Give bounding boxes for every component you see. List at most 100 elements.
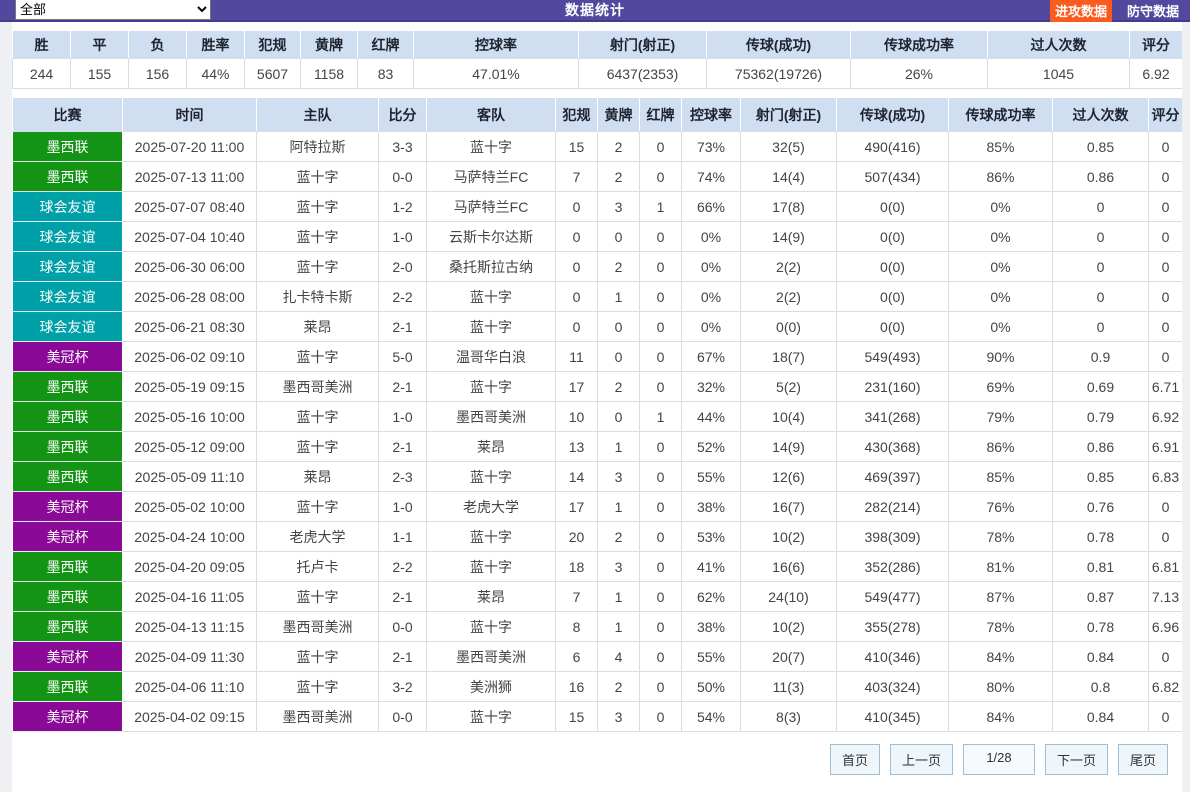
matches-header-row: 比赛 时间 主队 比分 客队 犯规 黄牌 红牌 控球率 射门(射正) 传球(成功) 传球成功率 过人次数… bbox=[12, 97, 1183, 132]
summary-value-cell: 155 bbox=[70, 58, 129, 89]
stat-cell: 41% bbox=[681, 551, 741, 582]
stat-cell: 2 bbox=[597, 521, 640, 552]
league-badge: 球会友谊 bbox=[12, 311, 123, 342]
stat-cell: 6.96 bbox=[1148, 611, 1183, 642]
away-team: 蓝十字 bbox=[426, 461, 556, 492]
stat-cell: 0 bbox=[639, 311, 682, 342]
league-badge: 墨西联 bbox=[12, 401, 123, 432]
score: 0-0 bbox=[378, 161, 427, 192]
stat-cell: 67% bbox=[681, 341, 741, 372]
stat-cell: 490(416) bbox=[836, 131, 949, 162]
home-team: 老虎大学 bbox=[256, 521, 379, 552]
stat-cell: 84% bbox=[948, 641, 1053, 672]
stat-cell: 74% bbox=[681, 161, 741, 192]
stat-cell: 3 bbox=[597, 191, 640, 222]
stat-cell: 1 bbox=[597, 581, 640, 612]
stat-cell: 410(345) bbox=[836, 701, 949, 732]
home-team: 托卢卡 bbox=[256, 551, 379, 582]
summary-value-cell: 83 bbox=[357, 58, 414, 89]
stat-cell: 0 bbox=[639, 641, 682, 672]
score: 2-2 bbox=[378, 281, 427, 312]
stat-cell: 14(9) bbox=[740, 221, 837, 252]
match-time: 2025-07-20 11:00 bbox=[122, 131, 257, 162]
match-time: 2025-07-13 11:00 bbox=[122, 161, 257, 192]
summary-header-cell: 胜率 bbox=[186, 30, 245, 59]
summary-header-cell: 黄牌 bbox=[300, 30, 358, 59]
stat-cell: 0(0) bbox=[740, 311, 837, 342]
stat-cell: 17 bbox=[555, 371, 598, 402]
league-badge: 球会友谊 bbox=[12, 191, 123, 222]
stat-cell: 38% bbox=[681, 491, 741, 522]
away-team: 莱昂 bbox=[426, 581, 556, 612]
stat-cell: 0.81 bbox=[1052, 551, 1149, 582]
away-team: 云斯卡尔达斯 bbox=[426, 221, 556, 252]
stat-cell: 0 bbox=[1148, 521, 1183, 552]
stat-cell: 0.85 bbox=[1052, 131, 1149, 162]
stat-cell: 341(268) bbox=[836, 401, 949, 432]
stat-cell: 0.87 bbox=[1052, 581, 1149, 612]
match-time: 2025-07-04 10:40 bbox=[122, 221, 257, 252]
stat-cell: 17(8) bbox=[740, 191, 837, 222]
stat-cell: 0.84 bbox=[1052, 701, 1149, 732]
stat-cell: 76% bbox=[948, 491, 1053, 522]
attack-data-button[interactable]: 进攻数据 bbox=[1049, 0, 1112, 22]
stat-cell: 16 bbox=[555, 671, 598, 702]
league-badge: 美冠杯 bbox=[12, 341, 123, 372]
match-time: 2025-05-12 09:00 bbox=[122, 431, 257, 462]
stat-cell: 14(9) bbox=[740, 431, 837, 462]
stat-cell: 0(0) bbox=[836, 251, 949, 282]
away-team: 蓝十字 bbox=[426, 611, 556, 642]
league-badge: 墨西联 bbox=[12, 581, 123, 612]
stat-cell: 17 bbox=[555, 491, 598, 522]
match-row: 美冠杯 2025-06-02 09:10 蓝十字 5-0 温哥华白浪 11 0 0 67% 18(… bbox=[12, 341, 1183, 372]
score: 2-1 bbox=[378, 581, 427, 612]
pagination-prev-button[interactable]: 上一页 bbox=[889, 744, 953, 775]
pagination-last-button[interactable]: 尾页 bbox=[1117, 744, 1168, 775]
away-team: 莱昂 bbox=[426, 431, 556, 462]
stat-cell: 6.82 bbox=[1148, 671, 1183, 702]
score: 5-0 bbox=[378, 341, 427, 372]
stat-cell: 0 bbox=[1148, 221, 1183, 252]
home-team: 蓝十字 bbox=[256, 581, 379, 612]
summary-header-cell: 传球成功率 bbox=[850, 30, 988, 59]
league-filter-select[interactable]: 全部 bbox=[15, 0, 211, 20]
summary-value-cell: 244 bbox=[12, 58, 71, 89]
score: 1-0 bbox=[378, 491, 427, 522]
match-row: 墨西联 2025-07-13 11:00 蓝十字 0-0 马萨特兰FC 7 2 0 74% 14(… bbox=[12, 161, 1183, 192]
home-team: 扎卡特卡斯 bbox=[256, 281, 379, 312]
summary-stats-table: 胜平负胜率 犯规 黄牌 红牌 控球率 射门(射正) 传球(成功) 传球成功率 过人次数 评分 24… bbox=[12, 30, 1183, 89]
matches-header-cell: 评分 bbox=[1148, 97, 1183, 132]
summary-value-row: 244 155 156 44% 5607 1158 83 47.01% 6437(2353) 75… bbox=[12, 58, 1183, 89]
stat-cell: 0.8 bbox=[1052, 671, 1149, 702]
matches-header-cell: 比赛 bbox=[12, 97, 123, 132]
away-team: 桑托斯拉古纳 bbox=[426, 251, 556, 282]
stat-cell: 0 bbox=[1148, 161, 1183, 192]
away-team: 蓝十字 bbox=[426, 521, 556, 552]
match-row: 球会友谊 2025-07-07 08:40 蓝十字 1-2 马萨特兰FC 0 3 1 66% 17… bbox=[12, 191, 1183, 222]
score: 1-0 bbox=[378, 221, 427, 252]
stat-cell: 0.78 bbox=[1052, 611, 1149, 642]
stat-cell: 0.79 bbox=[1052, 401, 1149, 432]
stat-cell: 0 bbox=[639, 281, 682, 312]
stat-cell: 0 bbox=[1052, 221, 1149, 252]
stat-cell: 20(7) bbox=[740, 641, 837, 672]
stat-cell: 10 bbox=[555, 401, 598, 432]
stat-cell: 55% bbox=[681, 641, 741, 672]
stat-cell: 0(0) bbox=[836, 221, 949, 252]
stat-cell: 16(7) bbox=[740, 491, 837, 522]
pagination-first-button[interactable]: 首页 bbox=[829, 744, 880, 775]
stat-cell: 0 bbox=[1148, 311, 1183, 342]
stat-cell: 0 bbox=[597, 221, 640, 252]
stat-cell: 3 bbox=[597, 461, 640, 492]
stat-cell: 3 bbox=[597, 551, 640, 582]
away-team: 马萨特兰FC bbox=[426, 191, 556, 222]
stat-cell: 2 bbox=[597, 161, 640, 192]
stat-cell: 2 bbox=[597, 251, 640, 282]
defense-data-button[interactable]: 防守数据 bbox=[1122, 0, 1184, 22]
stat-cell: 0 bbox=[1148, 281, 1183, 312]
home-team: 墨西哥美洲 bbox=[256, 611, 379, 642]
stat-cell: 66% bbox=[681, 191, 741, 222]
stat-cell: 1 bbox=[597, 431, 640, 462]
pagination-next-button[interactable]: 下一页 bbox=[1044, 744, 1108, 775]
matches-header-cell: 黄牌 bbox=[597, 97, 640, 132]
